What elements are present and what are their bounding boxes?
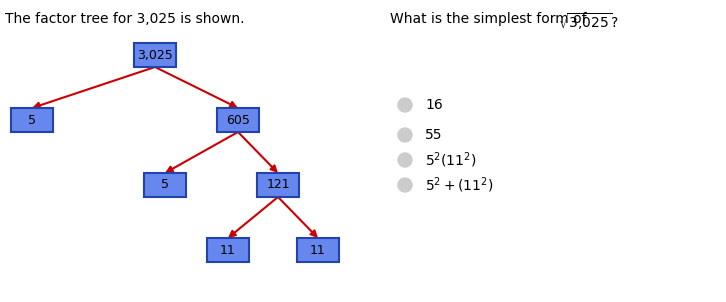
Text: $5^2(11^2)$: $5^2(11^2)$ bbox=[425, 150, 476, 170]
FancyBboxPatch shape bbox=[11, 108, 53, 132]
FancyBboxPatch shape bbox=[144, 173, 186, 197]
Circle shape bbox=[398, 128, 412, 142]
FancyBboxPatch shape bbox=[134, 43, 176, 67]
Text: 16: 16 bbox=[425, 98, 443, 112]
Text: 11: 11 bbox=[220, 243, 236, 256]
Text: 5: 5 bbox=[28, 114, 36, 127]
Text: 11: 11 bbox=[310, 243, 326, 256]
FancyBboxPatch shape bbox=[217, 108, 259, 132]
Text: What is the simplest form of: What is the simplest form of bbox=[390, 12, 591, 26]
FancyBboxPatch shape bbox=[257, 173, 299, 197]
FancyBboxPatch shape bbox=[297, 238, 339, 262]
Circle shape bbox=[398, 98, 412, 112]
Text: $5^2+(11^2)$: $5^2+(11^2)$ bbox=[425, 175, 494, 195]
Text: $\sqrt{3{,}025}$?: $\sqrt{3{,}025}$? bbox=[558, 11, 619, 32]
Text: 605: 605 bbox=[226, 114, 250, 127]
Text: 3,025: 3,025 bbox=[137, 49, 173, 62]
FancyBboxPatch shape bbox=[207, 238, 249, 262]
Text: 55: 55 bbox=[425, 128, 443, 142]
Text: 5: 5 bbox=[161, 178, 169, 191]
Text: 121: 121 bbox=[266, 178, 290, 191]
Circle shape bbox=[398, 178, 412, 192]
Circle shape bbox=[398, 153, 412, 167]
Text: The factor tree for 3,025 is shown.: The factor tree for 3,025 is shown. bbox=[5, 12, 245, 26]
